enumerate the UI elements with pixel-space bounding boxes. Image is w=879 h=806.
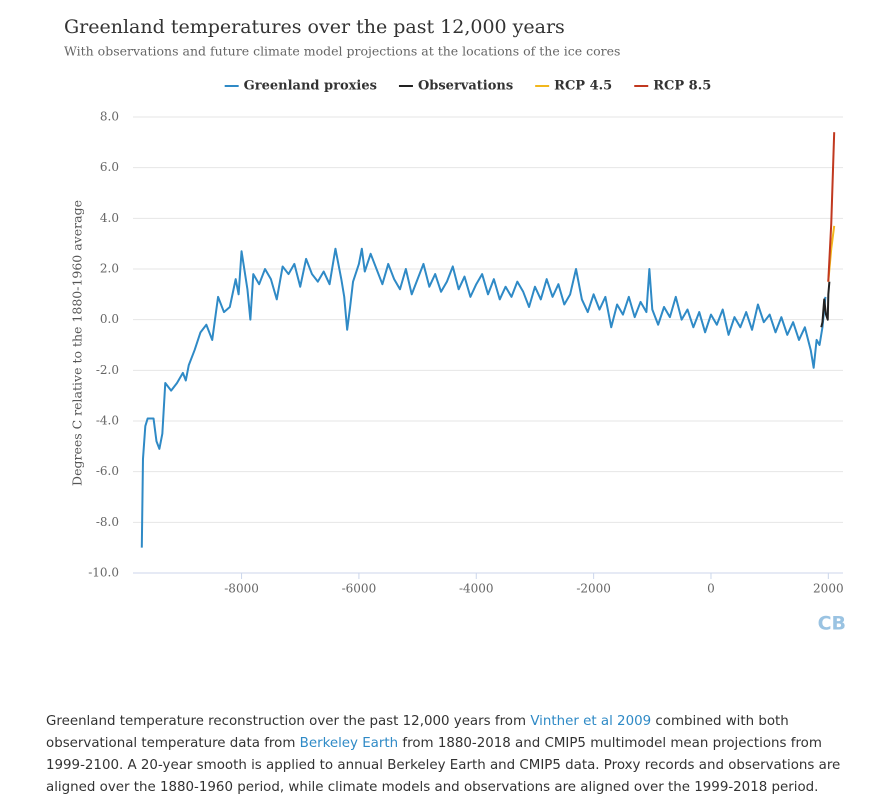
y-tick-label: -4.0 bbox=[96, 414, 119, 428]
y-tick-label: -8.0 bbox=[96, 515, 119, 529]
y-tick-label: 8.0 bbox=[100, 110, 119, 124]
line-series bbox=[140, 247, 827, 548]
x-tick-label: -2000 bbox=[576, 582, 611, 596]
y-tick-label: -6.0 bbox=[96, 464, 119, 478]
logo: CB bbox=[818, 613, 846, 635]
y-tick-label: 4.0 bbox=[100, 211, 119, 225]
x-tick-label: -6000 bbox=[342, 582, 377, 596]
caption-text: combined with both observational tempera… bbox=[46, 714, 789, 751]
line-series bbox=[820, 281, 831, 328]
legend-label: RCP 4.5 bbox=[554, 79, 612, 94]
caption-text: Greenland temperature reconstruction ove… bbox=[46, 714, 531, 729]
link[interactable]: Vinther et al 2009 bbox=[530, 714, 652, 729]
y-tick-label: -10.0 bbox=[88, 566, 119, 580]
link[interactable]: Berkeley Earth bbox=[299, 736, 399, 751]
chart-subtitle: With observations and future climate mod… bbox=[64, 44, 620, 59]
y-tick-label: -2.0 bbox=[96, 363, 119, 377]
legend-label: Observations bbox=[418, 79, 513, 94]
chart-title: Greenland temperatures over the past 12,… bbox=[64, 16, 565, 38]
legend-label: Greenland proxies bbox=[244, 79, 377, 94]
caption-text: from 1880-2018 and CMIP5 multimodel mean… bbox=[46, 736, 841, 795]
x-tick-label: -8000 bbox=[224, 582, 259, 596]
chart: Greenland temperatures over the past 12,… bbox=[64, 16, 846, 635]
x-tick-label: 2000 bbox=[813, 582, 844, 596]
caption: Greenland temperature reconstruction ove… bbox=[46, 711, 856, 799]
y-axis-label: Degrees C relative to the 1880-1960 aver… bbox=[70, 200, 85, 486]
y-tick-label: 0.0 bbox=[100, 312, 119, 326]
legend-label: RCP 8.5 bbox=[653, 79, 711, 94]
y-tick-label: 2.0 bbox=[100, 262, 119, 276]
line-series bbox=[827, 132, 836, 282]
x-tick-label: -4000 bbox=[459, 582, 494, 596]
y-tick-label: 6.0 bbox=[100, 160, 119, 174]
x-tick-label: 0 bbox=[707, 582, 715, 596]
